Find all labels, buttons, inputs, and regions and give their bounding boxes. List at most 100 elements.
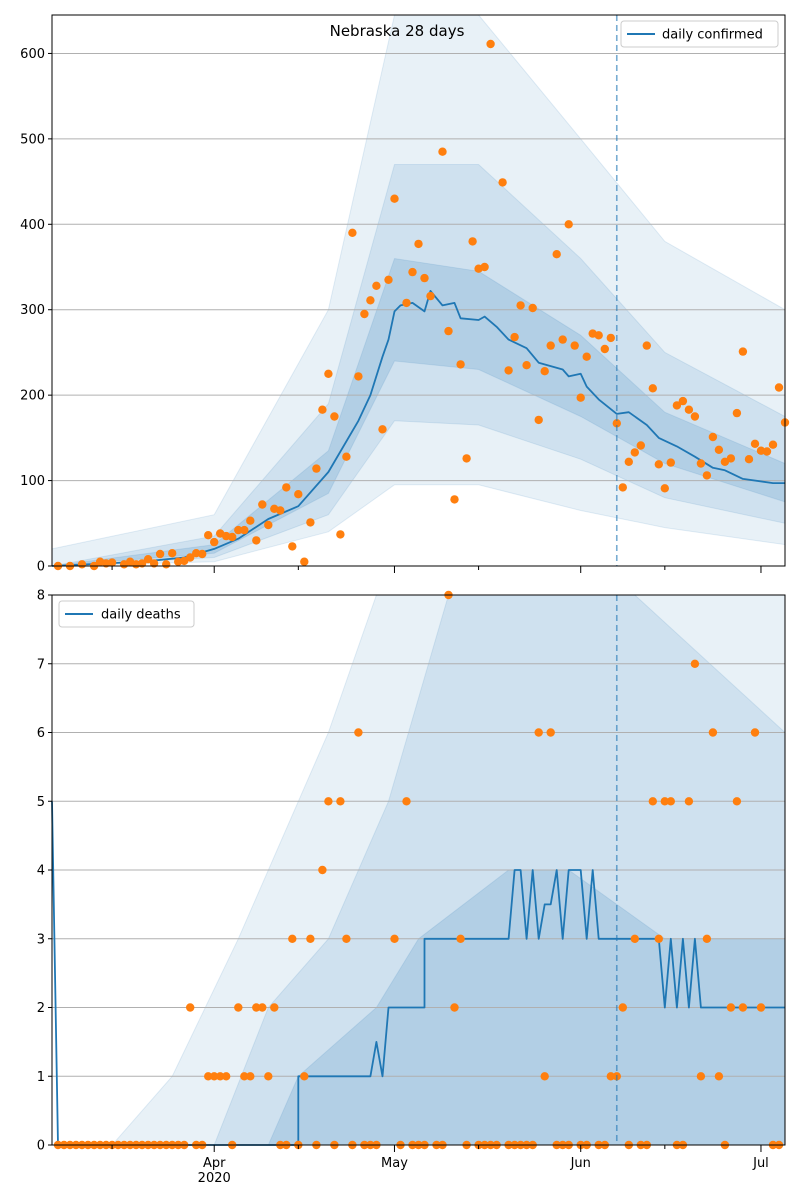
confirmed-data-point [732,408,742,418]
deaths-data-point [546,728,555,737]
deaths-data-point [342,934,351,943]
confirmed-data-point [378,425,387,434]
x-tick-label: May [381,1156,408,1171]
chart-title: Nebraska 28 days [330,22,465,40]
confirmed-uncertainty-bands [51,14,786,567]
confirmed-data-point [240,525,249,535]
deaths-data-point [402,797,411,806]
confirmed-data-point [306,518,315,527]
confirmed-data-point [348,228,357,237]
confirmed-data-point [726,454,736,463]
confirmed-data-point [708,432,718,442]
deaths-data-point [300,1072,309,1081]
confirmed-data-point [366,296,375,305]
confirmed-data-point [282,483,291,492]
confirmed-data-point [234,525,243,535]
confirmed-data-point [576,393,585,402]
confirmed-data-point [504,366,513,375]
deaths-data-points [53,590,784,1150]
deaths-data-point [702,934,712,943]
deaths-data-point [270,1003,279,1012]
deaths-data-point [684,797,694,806]
confirmed-data-point [462,454,471,463]
confirmed-data-point [714,445,724,454]
confirmed-y-tick-label: 0 [37,560,45,575]
deaths-data-point [750,728,760,737]
deaths-data-point [264,1072,273,1081]
deaths-data-point [732,797,742,806]
confirmed-data-point [246,516,255,525]
confirmed-data-point [540,367,549,376]
deaths-data-point [390,934,399,943]
confirmed-y-tick-label: 100 [20,474,45,489]
confirmed-data-point [264,520,273,530]
confirmed-data-point [654,460,663,469]
confirmed-data-point [498,178,507,187]
deaths-y-tick-label: 1 [37,1070,45,1085]
confirmed-data-point [522,361,531,370]
confirmed-data-point [444,326,453,336]
confirmed-data-point [486,39,495,49]
confirmed-y-tick-label: 400 [20,218,45,233]
confirmed-data-point [408,267,417,277]
deaths-trend-line [51,801,785,1146]
confirmed-data-point [528,303,537,313]
confirmed-data-point [324,369,333,378]
deaths-data-point [708,728,718,737]
deaths-data-point [318,865,327,875]
deaths-data-point [288,934,297,943]
deaths-data-point [690,659,700,668]
confirmed-data-point [330,412,339,421]
deaths-y-tick-label: 5 [37,795,45,810]
deaths-legend-label: daily deaths [101,608,181,623]
confirmed-data-point [672,401,682,410]
confirmed-data-point [768,440,778,449]
deaths-legend: daily deaths [58,600,195,628]
confirmed-trend-line [51,289,785,567]
deaths-y-tick-label: 3 [37,932,45,947]
confirmed-data-point [696,459,706,468]
confirmed-data-point [450,495,459,504]
confirmed-data-point [414,239,423,249]
confirmed-data-point [420,273,429,283]
confirmed-data-point [534,415,543,425]
deaths-data-point [222,1072,231,1081]
deaths-data-point [258,1003,267,1012]
confirmed-data-point [630,448,639,457]
deaths-data-point [450,1003,459,1012]
deaths-data-point [606,1072,615,1081]
confirmed-data-point [600,344,609,354]
confirmed-legend: daily confirmed [620,20,779,48]
confirmed-data-point [624,457,633,466]
confirmed-data-point [702,471,712,480]
confirmed-data-point [606,333,615,343]
confirmed-axes-frame [51,14,786,567]
confirmed-x-axis-ticks [111,566,762,573]
confirmed-data-point [546,341,555,350]
confirmed-data-point [372,281,381,290]
confirmed-data-point [276,506,285,515]
confirmed-data-point [594,331,603,340]
deaths-line [51,801,785,1146]
confirmed-data-point [288,542,297,551]
confirmed-data-point [552,250,561,259]
deaths-data-point [666,797,675,806]
deaths-data-point [204,1072,213,1081]
confirmed-data-point [252,536,261,545]
deaths-data-point [696,1072,706,1081]
deaths-data-point [714,1072,724,1081]
deaths-data-point [246,1072,255,1081]
deaths-data-point [240,1072,249,1081]
deaths-data-point [618,1003,627,1012]
confirmed-data-point [648,384,657,393]
confirmed-data-point [618,483,627,492]
deaths-data-point [756,1003,766,1012]
confirmed-data-point [107,558,117,567]
confirmed-y-tick-label: 500 [20,132,45,147]
deaths-data-point [306,934,315,943]
x-tick-label: Jun [570,1156,591,1171]
confirmed-legend-label: daily confirmed [662,28,763,43]
